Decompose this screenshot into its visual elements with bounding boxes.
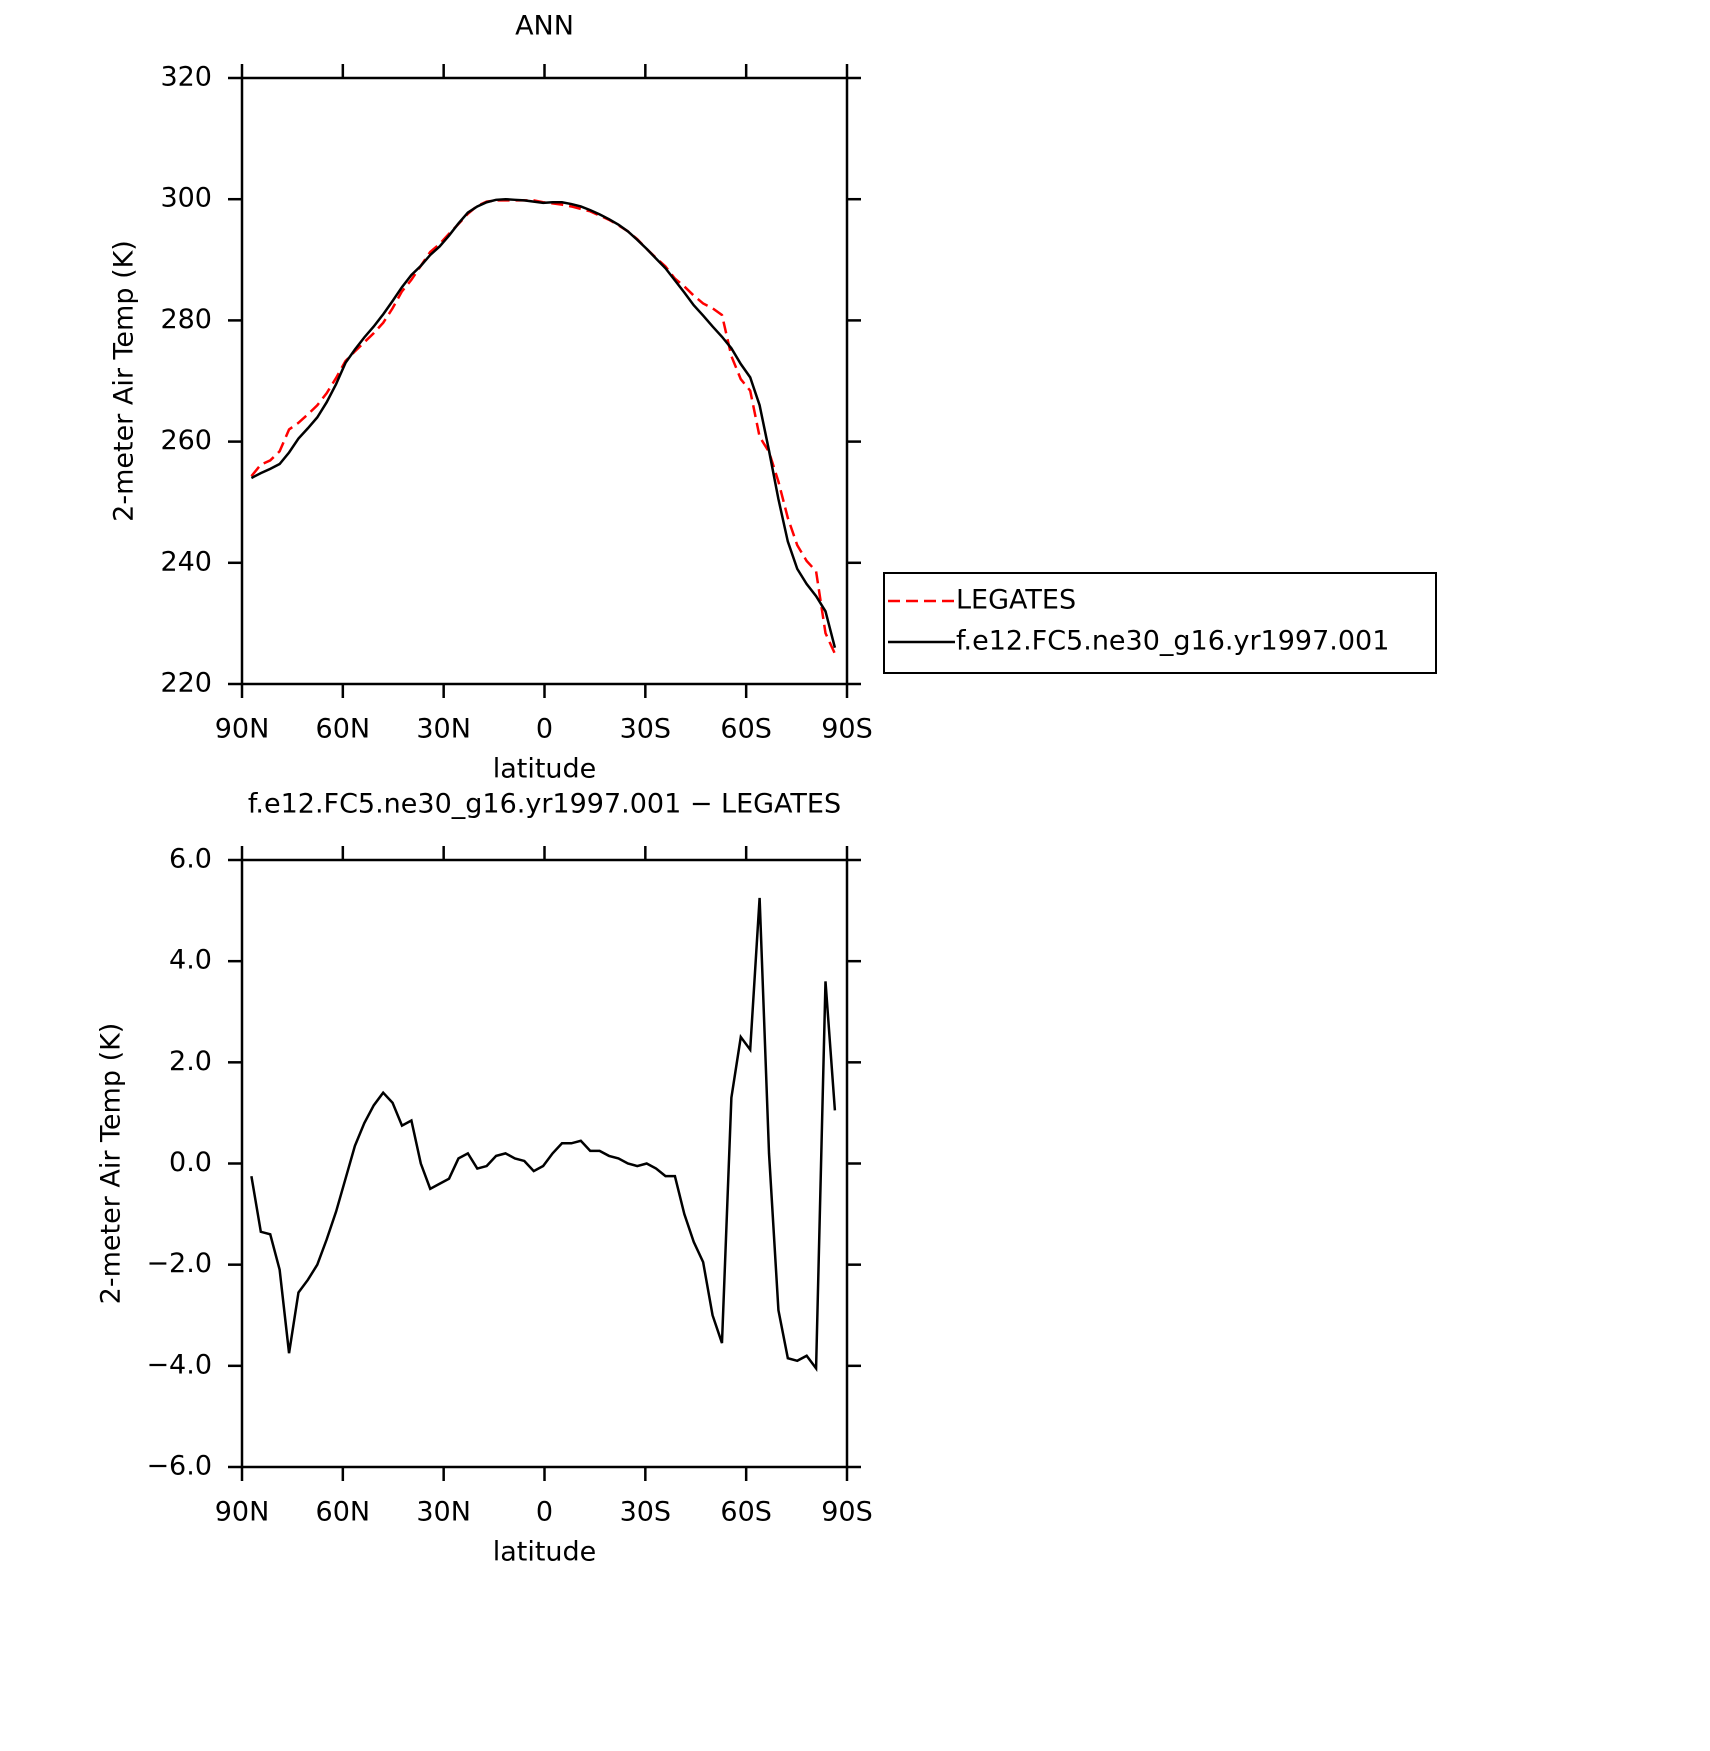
x-tick-label: 90N xyxy=(215,714,270,745)
chart-title: ANN xyxy=(515,11,574,42)
x-tick-label: 90S xyxy=(821,714,873,745)
x-axis-label: latitude xyxy=(493,754,597,785)
x-tick-label: 90N xyxy=(215,1497,270,1528)
x-axis-label: latitude xyxy=(493,1537,597,1568)
legend: LEGATES f.e12.FC5.ne30_g16.yr1997.001 xyxy=(883,572,1437,674)
data-line xyxy=(250,197,837,648)
x-tick-label: 30N xyxy=(416,1497,471,1528)
y-tick-label: 280 xyxy=(160,304,212,335)
y-tick-label: 320 xyxy=(160,62,212,93)
y-tick-label: 260 xyxy=(160,425,212,456)
y-tick-label: 6.0 xyxy=(169,844,212,875)
y-axis-label: 2-meter Air Temp (K) xyxy=(96,1023,127,1305)
x-tick-label: 90S xyxy=(821,1497,873,1528)
y-tick-label: 220 xyxy=(160,668,212,699)
y-tick-label: 300 xyxy=(160,183,212,214)
x-tick-label: 60S xyxy=(720,714,772,745)
y-tick-label: −2.0 xyxy=(146,1248,212,1279)
x-tick-label: 60S xyxy=(720,1497,772,1528)
y-tick-label: 240 xyxy=(160,546,212,577)
y-tick-label: 2.0 xyxy=(169,1046,212,1077)
x-tick-label: 60N xyxy=(316,1497,371,1528)
x-tick-label: 0 xyxy=(536,1497,553,1528)
legend-box xyxy=(883,572,1437,674)
x-tick-label: 30S xyxy=(620,714,672,745)
x-tick-label: 30S xyxy=(620,1497,672,1528)
data-line xyxy=(250,897,837,1373)
legend-label: LEGATES xyxy=(956,585,1076,616)
y-tick-label: 4.0 xyxy=(169,945,212,976)
chart-title: f.e12.FC5.ne30_g16.yr1997.001 − LEGATES xyxy=(248,789,841,820)
x-tick-label: 30N xyxy=(416,714,471,745)
x-tick-label: 0 xyxy=(536,714,553,745)
y-tick-label: −6.0 xyxy=(146,1451,212,1482)
y-tick-label: 0.0 xyxy=(169,1147,212,1178)
y-axis-label: 2-meter Air Temp (K) xyxy=(109,240,140,522)
y-tick-label: −4.0 xyxy=(146,1349,212,1380)
legend-label: f.e12.FC5.ne30_g16.yr1997.001 xyxy=(956,626,1389,657)
data-line xyxy=(250,199,837,655)
plot-frame xyxy=(240,76,849,686)
x-tick-label: 60N xyxy=(316,714,371,745)
